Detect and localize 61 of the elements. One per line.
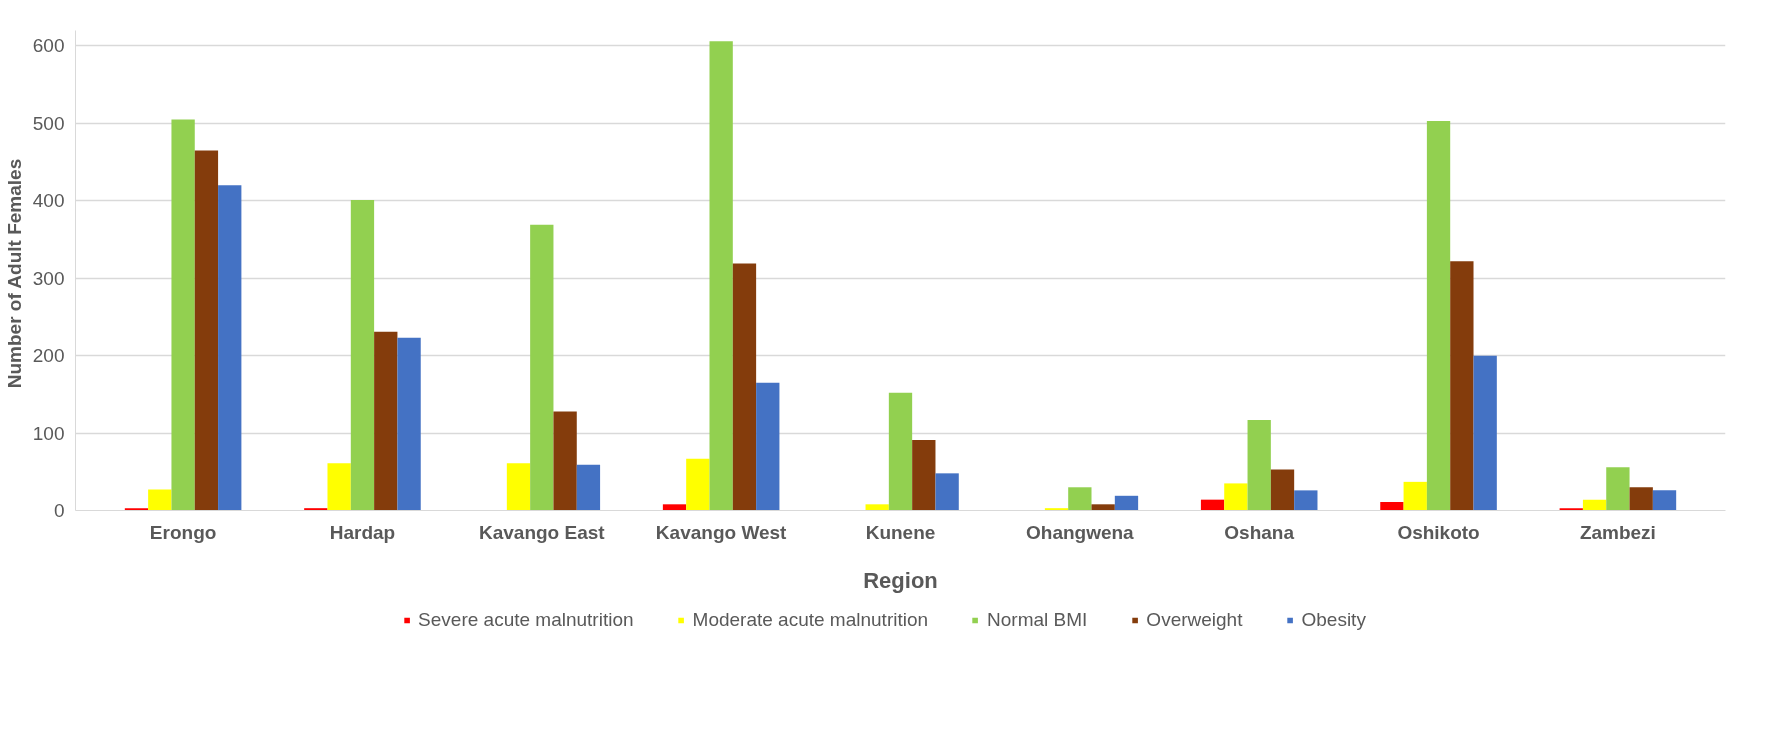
bar <box>1473 355 1497 511</box>
y-tick-label: 500 <box>32 112 65 134</box>
bar <box>1426 121 1451 511</box>
bar <box>1270 469 1295 511</box>
y-axis-title: Number of Adult Females <box>3 158 25 389</box>
y-tick-label: 300 <box>32 267 65 289</box>
y-tick-label: 400 <box>32 190 65 212</box>
bar <box>1380 501 1404 511</box>
bar <box>1294 490 1318 511</box>
bar <box>662 504 687 511</box>
y-tick-label: 200 <box>32 345 65 367</box>
bar <box>194 150 219 511</box>
bar <box>1068 487 1092 511</box>
bar <box>506 463 531 511</box>
bar <box>865 504 889 511</box>
y-tick-label: 100 <box>32 422 65 444</box>
bar <box>732 263 757 511</box>
bar <box>1114 495 1139 511</box>
bar <box>350 200 375 511</box>
bar <box>171 119 195 511</box>
x-tick-label: Zambezi <box>1579 521 1656 543</box>
bar <box>1652 490 1677 511</box>
legend-label: Overweight <box>1146 609 1243 631</box>
x-axis-title: Region <box>863 567 938 593</box>
legend-label: Obesity <box>1301 609 1366 631</box>
legend-label: Moderate acute malnutrition <box>692 609 929 631</box>
bar <box>530 224 554 511</box>
bar <box>397 337 421 511</box>
bar <box>756 382 780 511</box>
bar <box>1450 261 1474 511</box>
y-tick-label: 600 <box>32 35 65 57</box>
x-tick-label: Oshana <box>1224 521 1295 543</box>
bar <box>1582 499 1607 511</box>
x-tick-label: Ohangwena <box>1026 521 1135 543</box>
legend-label: Severe acute malnutrition <box>418 609 634 631</box>
bar <box>935 473 959 511</box>
bar <box>912 440 936 511</box>
bar <box>327 463 351 511</box>
bar <box>1200 499 1225 511</box>
y-tick-label: 0 <box>53 500 65 521</box>
bar <box>1403 481 1427 511</box>
legend-label: Normal BMI <box>987 609 1088 631</box>
bar <box>553 411 577 511</box>
x-tick-label: Hardap <box>329 521 396 543</box>
x-tick-label: Oshikoto <box>1397 521 1480 543</box>
x-tick-label: Kavango West <box>655 521 788 543</box>
x-tick-label: Kavango East <box>478 521 606 543</box>
bar <box>148 489 172 511</box>
x-tick-label: Kunene <box>865 521 936 543</box>
bar <box>709 41 733 511</box>
bar <box>686 458 710 511</box>
bar <box>888 392 913 511</box>
bar <box>576 464 601 511</box>
bar <box>1224 483 1248 511</box>
bar <box>218 185 242 511</box>
bar <box>374 331 398 511</box>
x-tick-label: Erongo <box>149 521 217 543</box>
bar <box>1091 504 1115 511</box>
bar <box>1629 487 1653 511</box>
bar <box>1247 419 1271 511</box>
bar <box>1606 467 1630 511</box>
